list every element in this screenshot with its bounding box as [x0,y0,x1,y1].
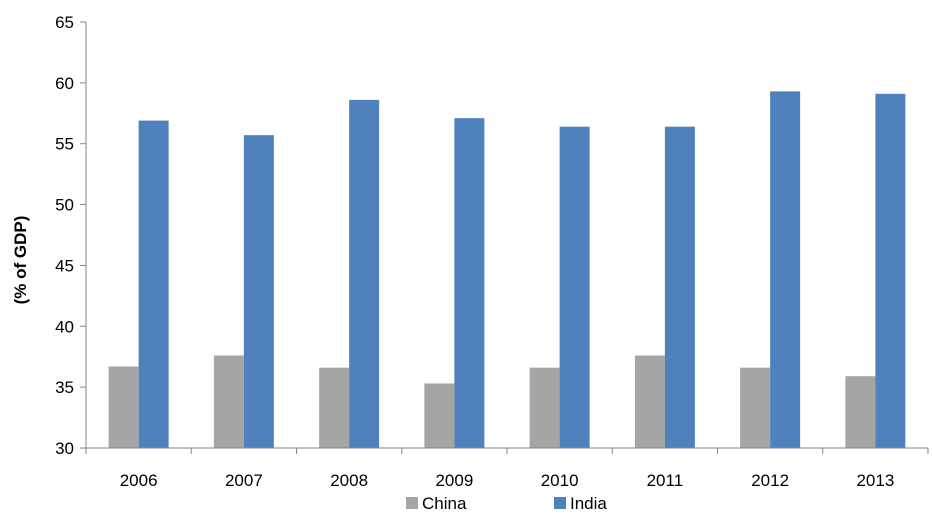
x-tick-label: 2007 [225,471,263,490]
y-tick-label: 30 [55,439,74,458]
y-tick-label: 40 [55,317,74,336]
x-tick-label: 2011 [647,471,684,490]
bar-china-2013 [845,376,876,448]
y-tick-label: 55 [55,135,74,154]
bar-china-2010 [529,367,560,448]
x-tick-label: 2013 [856,471,894,490]
x-tick-label: 2010 [541,471,579,490]
y-tick-label: 45 [55,256,74,275]
bar-china-2011 [634,355,665,448]
x-tick-label: 2012 [751,471,789,490]
x-tick-label: 2009 [435,471,473,490]
bar-india-2010 [559,126,590,448]
bar-india-2009 [454,118,485,448]
bar-india-2006 [138,120,169,449]
bar-india-2007 [243,135,274,449]
bar-india-2012 [770,91,801,449]
y-tick-label: 65 [55,13,74,32]
legend-swatch-china [406,497,418,509]
legend-label-india: India [570,494,607,513]
x-tick-label: 2006 [120,471,158,490]
bar-india-2013 [875,93,906,448]
bar-india-2008 [349,99,380,448]
y-tick-label: 50 [55,196,74,215]
bar-india-2011 [664,126,695,448]
bar-china-2007 [213,355,244,448]
bar-china-2012 [740,367,771,448]
bar-china-2009 [424,383,455,448]
y-axis-title: (% of GDP) [11,216,30,305]
legend-label-china: China [422,494,467,513]
x-tick-label: 2008 [330,471,368,490]
y-tick-label: 35 [55,378,74,397]
bar-china-2008 [319,367,350,448]
y-tick-label: 60 [55,74,74,93]
legend-swatch-india [554,497,566,509]
bar-china-2006 [108,366,139,448]
